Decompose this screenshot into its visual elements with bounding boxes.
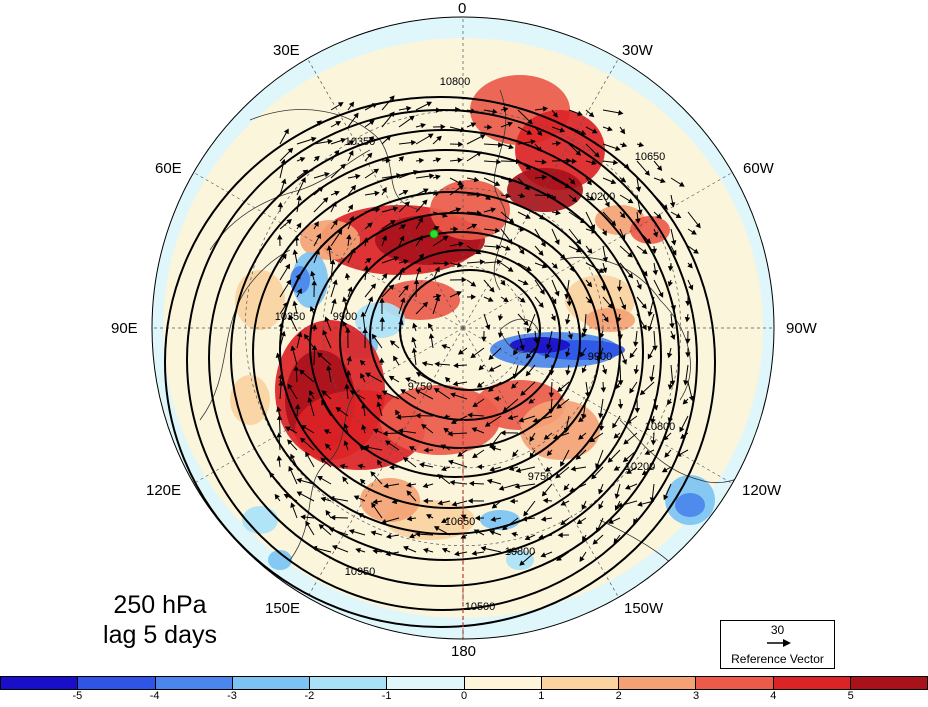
- caption-level: 250 hPa: [90, 590, 230, 620]
- colorbar-bin: [310, 676, 387, 690]
- colorbar-tick-label: 2: [616, 690, 622, 702]
- colorbar: -5 -4 -3 -2 -1 0 1 2 3 4 5: [0, 676, 928, 702]
- colorbar-tick-label: -1: [382, 690, 392, 702]
- reference-vector-label: Reference Vector: [721, 652, 834, 666]
- anomaly-blob: [675, 493, 705, 517]
- lon-label-0: 0: [458, 0, 466, 17]
- plot-caption: 250 hPa lag 5 days: [90, 590, 230, 650]
- reference-vector-value: 30: [721, 623, 834, 637]
- colorbar-bin: [619, 676, 696, 690]
- lon-label-90w: 90W: [786, 320, 817, 337]
- location-marker: [430, 230, 438, 238]
- reference-vector-box: 30 Reference Vector: [720, 620, 835, 669]
- lon-label-60w: 60W: [743, 160, 774, 177]
- colorbar-bin: [156, 676, 233, 690]
- colorbar-bin: [465, 676, 542, 690]
- lon-label-150e: 150E: [265, 600, 300, 617]
- colorbar-bin: [233, 676, 310, 690]
- contour-label: 10800: [645, 421, 676, 433]
- contour-label: 10800: [440, 76, 471, 88]
- colorbar-bin: [774, 676, 851, 690]
- anomaly-blob: [242, 506, 278, 534]
- colorbar-tick-label: -3: [227, 690, 237, 702]
- reference-arrow-icon: [766, 638, 792, 648]
- colorbar-tick-label: -2: [304, 690, 314, 702]
- colorbar-tick-label: -5: [72, 690, 82, 702]
- lon-label-60e: 60E: [155, 160, 182, 177]
- caption-lag: lag 5 days: [90, 620, 230, 650]
- lon-label-30e: 30E: [273, 42, 300, 59]
- colorbar-tick-label: -4: [150, 690, 160, 702]
- colorbar-bin: [387, 676, 464, 690]
- colorbar-tick-label: 3: [693, 690, 699, 702]
- colorbar-tick-label: 4: [770, 690, 776, 702]
- lon-label-180: 180: [451, 643, 476, 660]
- colorbar-tick-label: 1: [538, 690, 544, 702]
- colorbar-bins: [0, 676, 928, 690]
- colorbar-bin: [696, 676, 773, 690]
- lon-label-120e: 120E: [146, 482, 181, 499]
- anomaly-blob: [585, 308, 635, 332]
- lon-label-30w: 30W: [622, 42, 653, 59]
- colorbar-bin: [542, 676, 619, 690]
- colorbar-tick-label: 5: [848, 690, 854, 702]
- lon-label-120w: 120W: [742, 482, 781, 499]
- colorbar-bin: [78, 676, 155, 690]
- colorbar-bin: [851, 676, 928, 690]
- lon-label-90e: 90E: [111, 320, 138, 337]
- anomaly-blob: [520, 400, 600, 460]
- contour-label: 9900: [588, 351, 612, 363]
- contour-label: 10650: [635, 151, 666, 163]
- contour-label: 10500: [465, 601, 496, 613]
- contour-label: 10650: [445, 516, 476, 528]
- colorbar-tick-label: 0: [461, 690, 467, 702]
- lon-label-150w: 150W: [624, 600, 663, 617]
- contour-label: 10950: [345, 566, 376, 578]
- contour-label: 9750: [528, 471, 552, 483]
- contour-label: 9900: [333, 311, 357, 323]
- colorbar-bin: [0, 676, 78, 690]
